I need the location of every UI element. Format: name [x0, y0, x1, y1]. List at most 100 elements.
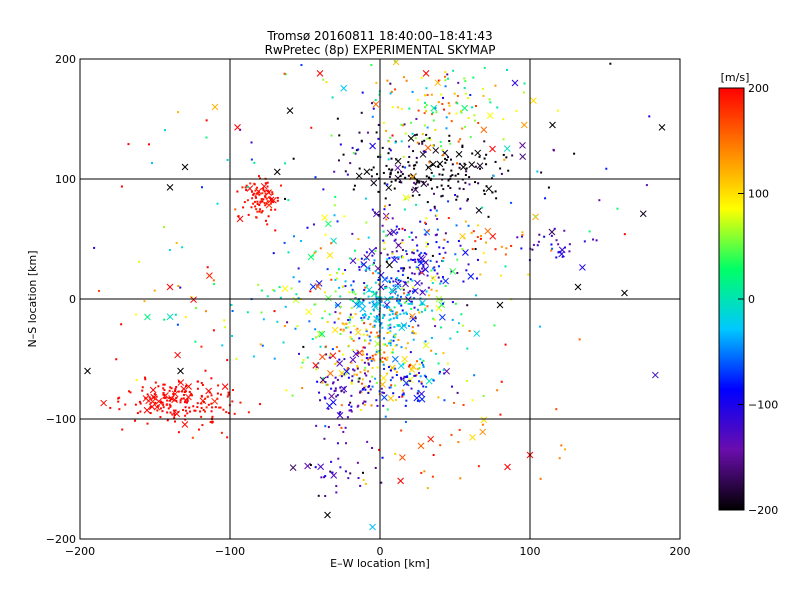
x-marker [409, 363, 417, 370]
data-point [115, 358, 118, 361]
x-tick-label: −200 [65, 545, 95, 558]
data-point [202, 408, 205, 411]
data-point [442, 352, 445, 355]
data-point [456, 330, 459, 333]
data-point [388, 331, 391, 334]
data-point [447, 200, 450, 203]
data-point [400, 267, 403, 270]
data-point [454, 302, 457, 305]
data-point [365, 221, 368, 224]
data-point [444, 71, 447, 74]
data-point [273, 289, 276, 292]
data-point [417, 308, 420, 311]
data-point [366, 284, 369, 287]
data-point [163, 383, 166, 386]
data-point [210, 377, 213, 380]
data-point [402, 269, 405, 272]
data-point [403, 208, 406, 211]
data-point [543, 235, 546, 238]
data-point [423, 139, 426, 142]
data-point [292, 157, 295, 160]
data-point [212, 329, 215, 332]
data-point [550, 243, 553, 246]
data-point [383, 351, 386, 354]
data-point [364, 385, 367, 388]
data-point [430, 171, 433, 174]
data-point [435, 260, 438, 263]
data-point [463, 162, 466, 165]
data-point [260, 197, 263, 200]
data-point [467, 224, 470, 227]
data-point [380, 387, 383, 390]
x-marker [460, 163, 467, 171]
data-point [418, 272, 421, 275]
data-point [415, 178, 418, 181]
data-point [489, 101, 492, 104]
data-point [536, 170, 539, 173]
data-point [338, 358, 341, 361]
data-point [268, 190, 271, 193]
x-marker [265, 201, 273, 209]
data-point [442, 260, 445, 263]
data-point [427, 229, 430, 232]
data-point [411, 331, 414, 334]
data-point [328, 313, 331, 316]
data-point [500, 274, 503, 277]
x-marker [181, 421, 189, 428]
data-point [298, 280, 301, 283]
data-point [437, 362, 440, 365]
data-point [386, 408, 389, 411]
data-point [408, 107, 411, 110]
data-point [266, 181, 269, 184]
data-point [259, 403, 262, 406]
data-point [472, 230, 475, 233]
y-tick-label: −100 [46, 413, 76, 426]
data-point [377, 190, 380, 193]
data-point [444, 232, 447, 235]
data-point [388, 313, 391, 316]
data-point [336, 361, 339, 364]
x-marker [206, 272, 213, 279]
data-point [322, 188, 325, 191]
data-point [420, 251, 423, 254]
data-point [425, 241, 428, 244]
data-point [339, 332, 342, 335]
data-point [397, 279, 400, 282]
data-point [364, 400, 367, 403]
x-marker [391, 256, 398, 264]
data-point [192, 405, 195, 408]
data-point [194, 340, 197, 343]
data-point [616, 207, 619, 210]
data-point [406, 276, 409, 279]
data-point [393, 336, 396, 339]
data-point [412, 338, 415, 341]
data-point [399, 313, 402, 316]
data-point [364, 366, 367, 369]
data-point [496, 389, 499, 392]
data-point [426, 93, 429, 96]
data-point [169, 404, 172, 407]
data-point [350, 382, 353, 385]
data-point [260, 200, 263, 203]
x-marker [312, 362, 320, 369]
data-point [200, 406, 203, 409]
data-point [414, 187, 417, 190]
data-point [396, 324, 399, 327]
x-marker [430, 275, 437, 282]
data-point [323, 310, 326, 313]
data-point [382, 230, 385, 233]
data-point [180, 397, 183, 400]
x-tick-label: 200 [670, 545, 691, 558]
data-point [342, 153, 345, 156]
data-point [323, 476, 326, 479]
data-point [494, 160, 497, 163]
data-point [465, 380, 468, 383]
data-point [451, 385, 454, 388]
data-point [200, 186, 203, 189]
data-point [253, 200, 256, 203]
data-point [327, 407, 330, 410]
data-point [411, 272, 414, 275]
data-point [380, 300, 383, 303]
data-point [434, 128, 437, 131]
data-point [403, 375, 406, 378]
